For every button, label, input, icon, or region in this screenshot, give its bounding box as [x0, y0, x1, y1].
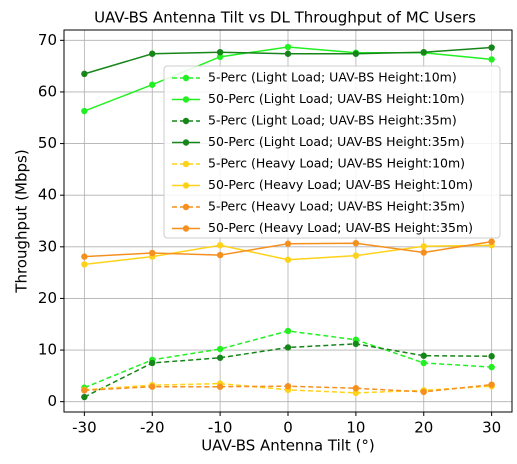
legend-label: 5-Perc (Light Load; UAV-BS Height:35m): [208, 113, 457, 128]
legend-marker: [182, 139, 190, 146]
data-point: [420, 352, 427, 359]
legend-marker: [182, 203, 190, 211]
legend-label: 50-Perc (Heavy Load; UAV-BS Height:10m): [208, 177, 473, 192]
legend-marker: [182, 96, 190, 103]
data-point: [352, 340, 360, 348]
data-point: [420, 243, 427, 250]
data-point: [216, 242, 224, 249]
data-point: [284, 382, 292, 390]
y-tick-label: 60: [38, 82, 57, 100]
data-point: [149, 359, 156, 367]
x-tick-label: -30: [72, 419, 97, 437]
data-point: [81, 393, 88, 401]
y-axis-label: Throughput (Mbps): [13, 149, 31, 293]
data-point: [420, 388, 427, 396]
data-point: [488, 381, 495, 388]
data-point: [284, 327, 292, 335]
data-point: [284, 50, 292, 57]
x-tick-label: -20: [140, 419, 165, 437]
legend-marker: [182, 182, 190, 189]
legend-label: 50-Perc (Light Load; UAV-BS Height:10m): [208, 91, 465, 106]
y-tick-label: 70: [38, 31, 57, 49]
y-tick-label: 20: [38, 289, 57, 307]
data-point: [81, 70, 88, 78]
y-tick-label: 10: [38, 341, 57, 359]
x-tick-label: -10: [208, 419, 233, 437]
x-tick-label: 10: [346, 419, 365, 437]
data-point: [149, 50, 156, 57]
data-point: [81, 107, 88, 115]
legend-marker: [182, 117, 190, 125]
data-point: [488, 238, 495, 245]
data-point: [352, 239, 360, 247]
data-point: [81, 253, 88, 260]
legend-box: [163, 65, 501, 239]
data-point: [284, 344, 292, 351]
legend-marker: [182, 74, 190, 82]
y-tick-label: 40: [38, 186, 57, 204]
data-point: [216, 383, 224, 390]
legend-label: 5-Perc (Heavy Load; UAV-BS Height:35m): [208, 199, 465, 214]
data-point: [488, 353, 495, 360]
data-point: [216, 251, 224, 259]
data-point: [216, 53, 224, 61]
data-point: [420, 48, 427, 56]
legend-label: 50-Perc (Light Load; UAV-BS Height:35m): [208, 134, 465, 149]
x-tick-label: 0: [283, 419, 293, 437]
data-point: [216, 354, 224, 361]
chart-title: UAV-BS Antenna Tilt vs DL Throughput of …: [94, 9, 476, 27]
y-tick-label: 0: [47, 392, 57, 410]
data-point: [420, 359, 427, 367]
data-point: [149, 249, 156, 257]
data-point: [81, 387, 88, 394]
data-point: [420, 249, 427, 256]
y-tick-label: 30: [38, 237, 57, 255]
legend-label: 5-Perc (Light Load; UAV-BS Height:10m): [208, 70, 457, 85]
data-point: [488, 363, 495, 371]
data-point: [149, 383, 156, 390]
x-tick-label: 30: [482, 419, 501, 437]
data-point: [284, 256, 292, 263]
data-point: [488, 56, 495, 63]
data-point: [284, 240, 292, 247]
legend-marker: [182, 160, 190, 168]
legend-label: 50-Perc (Heavy Load; UAV-BS Height:35m): [208, 220, 473, 235]
data-point: [352, 252, 360, 259]
data-point: [488, 44, 495, 51]
data-point: [81, 261, 88, 268]
data-point: [216, 345, 224, 353]
legend-label: 5-Perc (Heavy Load; UAV-BS Height:10m): [208, 156, 465, 171]
data-point: [284, 43, 292, 51]
plot-frame: [63, 29, 513, 413]
data-point: [216, 48, 224, 56]
data-point: [149, 81, 156, 88]
legend-marker: [182, 225, 190, 232]
legend: 5-Perc (Light Load; UAV-BS Height:10m) 50…: [163, 65, 501, 239]
x-axis-label: UAV-BS Antenna Tilt (°): [201, 437, 375, 455]
data-point: [352, 50, 360, 57]
data-point: [352, 385, 360, 392]
data-point: [352, 389, 360, 397]
x-tick-label: 20: [414, 419, 433, 437]
y-tick-label: 50: [38, 134, 57, 152]
